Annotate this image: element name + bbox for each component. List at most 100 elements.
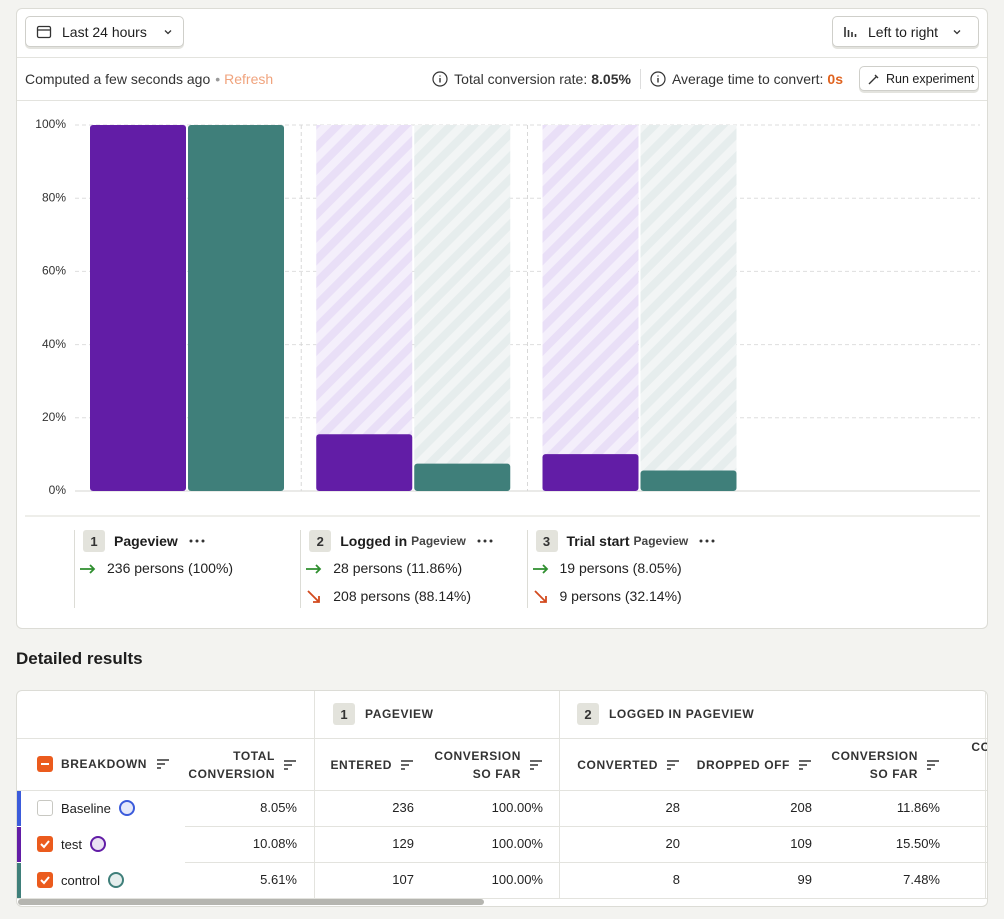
cell: 28 <box>665 800 680 815</box>
column-header-cell: CONVERTED <box>577 739 680 790</box>
sort-icon-part <box>284 759 296 770</box>
step-menu[interactable] <box>188 538 206 544</box>
group-number: 2 <box>577 703 599 725</box>
avg-label: Average time to convert: <box>671 71 824 87</box>
bar-background <box>542 125 639 491</box>
converted-arrow <box>532 564 548 574</box>
header-divider <box>17 790 987 791</box>
date-range-label: Last 24 hours <box>62 23 147 40</box>
column-header: BREAKDOWN <box>61 757 148 771</box>
series-swatch <box>118 800 135 816</box>
checkbox[interactable] <box>37 800 53 816</box>
funnel-chart: 0% 20% 40% 60% 80% 100% <box>25 117 980 517</box>
flask-glyph <box>868 74 879 84</box>
dropped-arrow <box>307 590 321 603</box>
results-table: 1 PAGEVIEW 2 LOGGED IN PAGEVIEW BREAKDOWN TOTA… <box>16 690 988 907</box>
status-divider-line <box>17 100 987 101</box>
step-menu[interactable] <box>476 538 494 544</box>
converted-arrow-part <box>532 564 548 574</box>
row-divider <box>185 826 987 827</box>
flask-icon <box>868 74 879 84</box>
check-mark <box>40 840 50 849</box>
cell: 8.05% <box>260 800 297 815</box>
step-number: 1 <box>83 530 105 552</box>
converted-arrow-part <box>80 564 96 574</box>
column-divider <box>314 691 315 898</box>
sort-icon[interactable] <box>400 759 414 771</box>
date-range-button[interactable]: Last 24 hours <box>25 16 184 47</box>
cell: 11.86% <box>896 800 940 815</box>
row-color-bar <box>17 827 21 862</box>
step-converted: 19 persons (8.05%) <box>559 560 682 576</box>
checkbox[interactable] <box>37 872 53 888</box>
column-header: CONVERSION FROM PREVIOUS <box>971 739 987 754</box>
group-name: LOGGED IN <box>609 707 682 721</box>
column-header-cell: CONVERSION FROM PREVIOUS <box>962 739 987 790</box>
run-experiment-label: Run experiment <box>886 71 975 86</box>
checkbox[interactable] <box>37 756 53 772</box>
column-header-cell: DROPPED OFF <box>697 739 812 790</box>
bar <box>90 125 186 491</box>
column-divider <box>985 691 986 898</box>
step-panel: 3 Trial start Pageview 19 persons (8.05%) 9 … <box>526 530 746 608</box>
layout-label: Left to right <box>868 23 939 40</box>
cell: 100.00% <box>491 872 543 887</box>
sort-icon[interactable] <box>156 758 170 770</box>
group-header: 1 PAGEVIEW <box>333 703 434 725</box>
step-menu-part <box>705 539 709 543</box>
row-label: test <box>61 836 82 852</box>
step-header: 1 Pageview <box>83 530 206 552</box>
cell: 15.50% <box>895 836 940 851</box>
step-event: Pageview <box>633 534 689 548</box>
sort-icon[interactable] <box>283 759 297 771</box>
layout-button[interactable]: Left to right <box>832 16 979 47</box>
row-divider <box>17 898 987 899</box>
cell: 109 <box>790 836 812 851</box>
sort-icon-part <box>927 759 939 770</box>
funnel-card: Last 24 hours Left to right Computed a f… <box>16 8 988 629</box>
series-swatch <box>108 872 125 888</box>
check-mark-part <box>40 876 50 885</box>
step-number: 2 <box>309 530 332 552</box>
bar-background <box>640 125 737 491</box>
step-name: Logged in <box>340 533 408 549</box>
cell: 208 <box>790 800 812 815</box>
column-header-cell: CONVERSION SO FAR <box>425 739 543 790</box>
header-divider <box>17 738 987 739</box>
total-value: 8.05% <box>591 71 631 87</box>
step-menu-part <box>201 539 205 543</box>
step-menu-part <box>699 539 703 543</box>
info-icon <box>650 71 666 87</box>
sort-icon-part <box>401 759 413 770</box>
column-header-cell: CONVERSION SO FAR <box>822 739 940 790</box>
step-menu[interactable] <box>698 538 716 544</box>
sort-icon[interactable] <box>666 759 680 771</box>
step-menu-part <box>195 539 199 543</box>
results-title: Detailed results <box>16 649 143 668</box>
computed-text: Computed a few seconds ago <box>25 71 211 87</box>
minus-mark <box>41 763 49 765</box>
dropped-arrow <box>533 590 547 603</box>
step-dropped: 208 persons (88.14%) <box>333 588 472 604</box>
converted-arrow-part <box>306 564 322 574</box>
cell: 100.00% <box>491 836 543 851</box>
column-header: ENTERED <box>330 757 392 772</box>
step-dropped: 9 persons (32.14%) <box>559 588 682 604</box>
step-menu-part <box>477 539 481 543</box>
sort-icon[interactable] <box>529 759 543 771</box>
run-experiment-button[interactable]: Run experiment <box>859 66 979 91</box>
cell: 10.08% <box>252 836 297 851</box>
sort-icon[interactable] <box>798 759 812 771</box>
cell: 129 <box>392 836 414 851</box>
sort-icon[interactable] <box>926 759 940 771</box>
sort-icon-part <box>667 759 679 770</box>
scrollbar[interactable] <box>18 899 484 905</box>
refresh-link[interactable]: Refresh <box>224 71 274 87</box>
cell: 100.00% <box>491 800 543 815</box>
row-label: Baseline <box>61 800 111 816</box>
cell: 20 <box>665 836 680 851</box>
row-color-bar <box>17 863 21 898</box>
step-converted: 236 persons (100%) <box>107 560 234 576</box>
chevron <box>953 29 961 34</box>
checkbox[interactable] <box>37 836 53 852</box>
